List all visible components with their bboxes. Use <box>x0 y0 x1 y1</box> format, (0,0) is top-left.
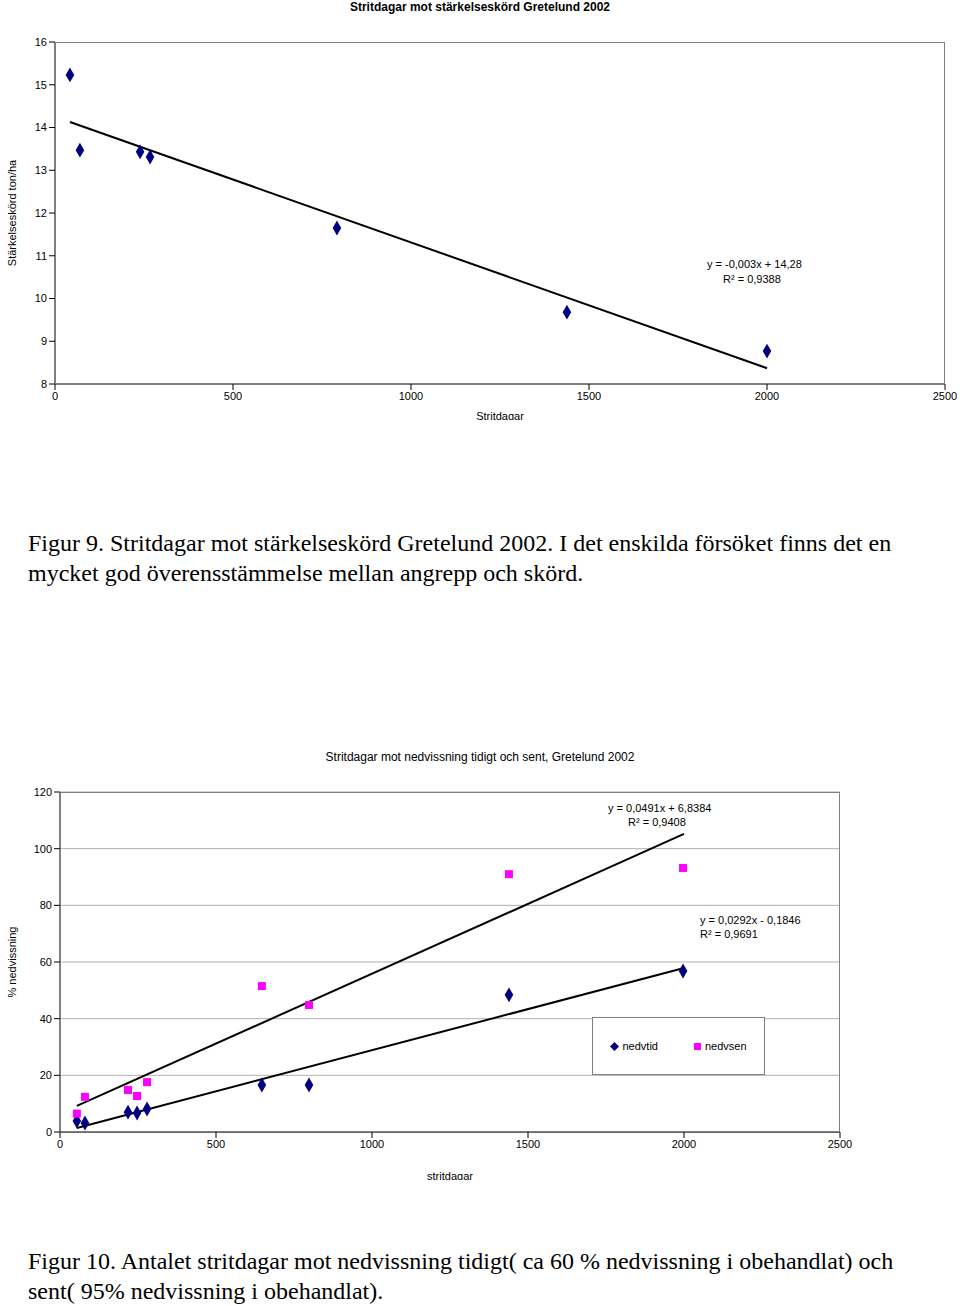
svg-text:% nedvissning: % nedvissning <box>8 927 18 998</box>
svg-text:8: 8 <box>41 378 47 390</box>
html-text:R² = 0,9388: R² = 0,9388 <box>723 273 781 285</box>
svg-text:13: 13 <box>35 164 47 176</box>
svg-text:2000: 2000 <box>755 390 779 402</box>
html-text:Figur 10. Antalet stritdagar m: Figur 10. Antalet stritdagar mot nedviss… <box>28 1248 894 1304</box>
svg-text:9: 9 <box>41 335 47 347</box>
svg-text:0: 0 <box>52 390 58 402</box>
svg-text:15: 15 <box>35 79 47 91</box>
svg-text:100: 100 <box>34 843 52 855</box>
svg-text:500: 500 <box>224 390 242 402</box>
html-text:nedvsen: nedvsen <box>704 1040 747 1052</box>
svg-text:1500: 1500 <box>577 390 601 402</box>
svg-text:1500: 1500 <box>516 1138 540 1150</box>
svg-text:80: 80 <box>40 899 52 911</box>
html-text:y = 0,0491x + 6,8384: y = 0,0491x + 6,8384 <box>608 802 712 814</box>
html-text:R² = 0,9691: R² = 0,9691 <box>700 928 758 940</box>
svg-text:120: 120 <box>34 786 52 798</box>
svg-text:1000: 1000 <box>360 1138 384 1150</box>
svg-text:12: 12 <box>35 207 47 219</box>
html-text:Figur 9. Stritdagar mot stärke: Figur 9. Stritdagar mot stärkelseskörd G… <box>28 530 892 586</box>
svg-text:14: 14 <box>35 121 47 133</box>
svg-text:10: 10 <box>35 292 47 304</box>
html-text:y = 0,0292x - 0,1846: y = 0,0292x - 0,1846 <box>700 914 801 926</box>
html-text:Stritdagar mot stärkelseskörd: Stritdagar mot stärkelseskörd Gretelund … <box>349 0 610 14</box>
svg-text:2000: 2000 <box>672 1138 696 1150</box>
svg-text:Stritdagar: Stritdagar <box>476 410 524 420</box>
svg-text:40: 40 <box>40 1013 52 1025</box>
html-text:nedvtid: nedvtid <box>622 1040 658 1052</box>
svg-text:0: 0 <box>57 1138 63 1150</box>
svg-text:20: 20 <box>40 1069 52 1081</box>
svg-text:0: 0 <box>46 1126 52 1138</box>
svg-text:60: 60 <box>40 956 52 968</box>
svg-text:16: 16 <box>35 36 47 48</box>
svg-text:11: 11 <box>36 250 47 262</box>
svg-text:500: 500 <box>207 1138 225 1150</box>
svg-text:Stärkelseskörd ton/ha: Stärkelseskörd ton/ha <box>8 159 18 266</box>
html-text:y = -0,003x + 14,28: y = -0,003x + 14,28 <box>707 258 802 270</box>
html-text:R² = 0,9408: R² = 0,9408 <box>628 816 686 828</box>
svg-text:2500: 2500 <box>828 1138 852 1150</box>
svg-text:1000: 1000 <box>399 390 423 402</box>
html-text:Stritdagar mot nedvissning tid: Stritdagar mot nedvissning tidigt och se… <box>325 750 635 764</box>
svg-text:stritdagar: stritdagar <box>427 1170 473 1180</box>
svg-text:2500: 2500 <box>933 390 952 402</box>
